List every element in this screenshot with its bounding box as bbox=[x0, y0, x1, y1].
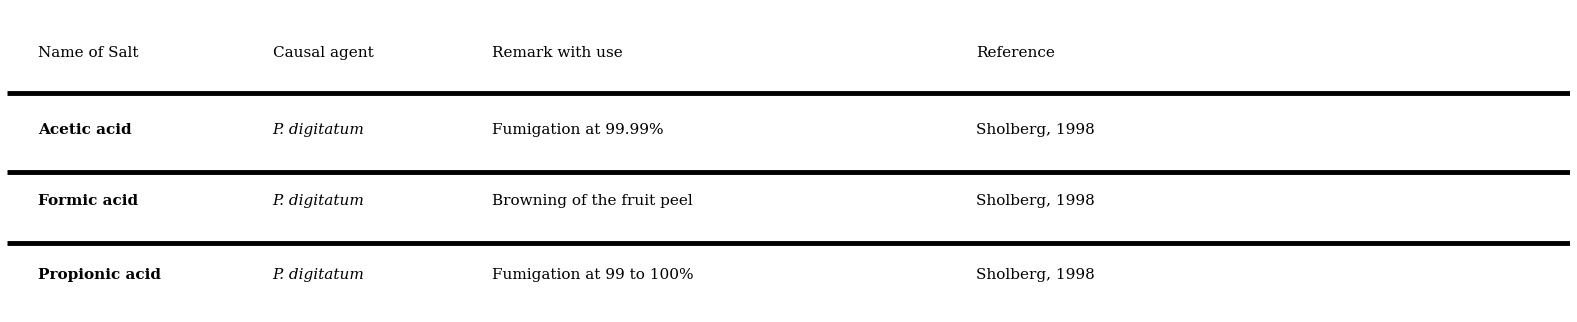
Text: P. digitatum: P. digitatum bbox=[273, 268, 364, 282]
Text: Sholberg, 1998: Sholberg, 1998 bbox=[976, 123, 1094, 137]
Text: Remark with use: Remark with use bbox=[492, 46, 623, 60]
Text: Sholberg, 1998: Sholberg, 1998 bbox=[976, 268, 1094, 282]
Text: Reference: Reference bbox=[976, 46, 1055, 60]
Text: Sholberg, 1998: Sholberg, 1998 bbox=[976, 194, 1094, 208]
Text: Fumigation at 99 to 100%: Fumigation at 99 to 100% bbox=[492, 268, 694, 282]
Text: Formic acid: Formic acid bbox=[38, 194, 139, 208]
Text: Causal agent: Causal agent bbox=[273, 46, 374, 60]
Text: P. digitatum: P. digitatum bbox=[273, 123, 364, 137]
Text: Acetic acid: Acetic acid bbox=[38, 123, 132, 137]
Text: Name of Salt: Name of Salt bbox=[38, 46, 139, 60]
Text: P. digitatum: P. digitatum bbox=[273, 194, 364, 208]
Text: Browning of the fruit peel: Browning of the fruit peel bbox=[492, 194, 692, 208]
Text: Propionic acid: Propionic acid bbox=[38, 268, 161, 282]
Text: Fumigation at 99.99%: Fumigation at 99.99% bbox=[492, 123, 664, 137]
